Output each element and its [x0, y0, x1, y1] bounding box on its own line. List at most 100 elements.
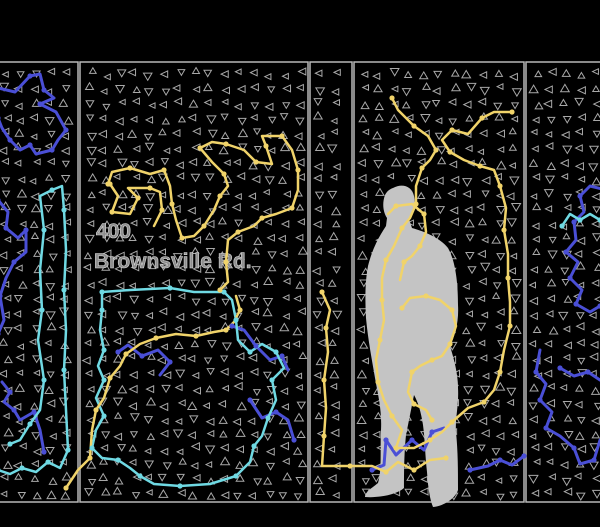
- perforation-triangle: [202, 158, 212, 166]
- perforation-triangle: [112, 353, 124, 363]
- perforation-triangle: [329, 297, 338, 305]
- perforation-triangle: [116, 69, 127, 78]
- perforation-triangle: [531, 116, 540, 124]
- route-node: [237, 307, 243, 313]
- perforation-triangle: [508, 72, 518, 82]
- perforation-triangle: [158, 402, 169, 412]
- perforation-triangle: [561, 477, 572, 487]
- route-node: [49, 147, 55, 153]
- perforation-triangle: [19, 220, 27, 228]
- route-node: [0, 116, 1, 120]
- perforation-triangle: [560, 443, 570, 452]
- perforation-triangle: [83, 488, 94, 497]
- perforation-triangle: [282, 266, 293, 275]
- perforation-triangle: [172, 253, 183, 262]
- route-node: [577, 217, 583, 223]
- perforation-triangle: [466, 432, 475, 441]
- perforation-triangle: [130, 312, 140, 321]
- perforation-triangle: [112, 292, 122, 301]
- perforation-triangle: [236, 401, 248, 411]
- perforation-triangle: [491, 291, 501, 299]
- route-node: [0, 293, 3, 299]
- perforation-triangle: [111, 370, 121, 379]
- perforation-triangle: [85, 100, 95, 109]
- perforation-triangle: [237, 117, 247, 126]
- perforation-triangle: [293, 412, 305, 422]
- perforation-triangle: [356, 158, 366, 168]
- perforation-triangle: [192, 236, 202, 244]
- perforation-triangle: [481, 176, 491, 185]
- perforation-triangle: [311, 266, 321, 276]
- route-node: [383, 437, 389, 443]
- perforation-triangle: [374, 101, 385, 111]
- perforation-triangle: [175, 161, 184, 170]
- perforation-triangle: [98, 472, 109, 482]
- perforation-triangle: [161, 279, 170, 288]
- perforation-triangle: [511, 88, 523, 98]
- perforation-triangle: [15, 353, 25, 362]
- perforation-triangle: [12, 402, 22, 411]
- perforation-triangle: [117, 384, 128, 394]
- perforation-triangle: [494, 323, 503, 331]
- perforation-triangle: [356, 415, 367, 425]
- perforation-triangle: [142, 204, 154, 214]
- route-node: [109, 209, 115, 215]
- route-node: [591, 457, 597, 463]
- perforation-triangle: [317, 132, 325, 140]
- perforation-triangle: [157, 473, 167, 482]
- perforation-triangle: [559, 383, 568, 392]
- perforation-triangle: [548, 473, 556, 481]
- perforation-triangle: [132, 328, 143, 337]
- perforation-triangle: [317, 338, 326, 347]
- perforation-triangle: [330, 326, 340, 336]
- perforation-triangle: [30, 474, 40, 482]
- route-node: [597, 217, 600, 223]
- perforation-triangle: [547, 67, 557, 77]
- perforation-triangle: [312, 311, 322, 320]
- perforation-triangle: [531, 145, 539, 153]
- perforation-triangle: [546, 278, 557, 287]
- perforation-triangle: [147, 282, 155, 290]
- perforation-triangle: [0, 100, 10, 108]
- perforation-triangle: [559, 83, 571, 93]
- perforation-triangle: [145, 311, 154, 320]
- perforation-triangle: [236, 84, 246, 94]
- perforation-triangle: [496, 493, 505, 502]
- perforation-triangle: [358, 217, 368, 227]
- perforation-triangle: [531, 222, 540, 230]
- perforation-triangle: [544, 175, 556, 185]
- perforation-triangle: [190, 279, 201, 289]
- perforation-triangle: [235, 445, 244, 454]
- perforation-triangle: [361, 478, 371, 486]
- perforation-triangle: [144, 460, 155, 469]
- perforation-triangle: [235, 352, 245, 361]
- perforation-triangle: [295, 157, 305, 167]
- perforation-triangle: [505, 192, 515, 201]
- perforation-triangle: [114, 132, 124, 141]
- perforation-triangle: [528, 340, 537, 348]
- perforation-triangle: [187, 113, 197, 122]
- route-node: [393, 203, 399, 209]
- perforation-triangle: [506, 369, 516, 379]
- perforation-triangle: [279, 368, 291, 378]
- perforation-triangle: [204, 445, 216, 455]
- perforation-triangle: [531, 489, 540, 497]
- perforation-triangle: [577, 113, 586, 122]
- perforation-triangle: [218, 313, 227, 321]
- perforation-triangle: [263, 276, 274, 285]
- perforation-triangle: [432, 190, 442, 199]
- perforation-triangle: [159, 263, 168, 271]
- route-node: [497, 183, 503, 189]
- route-node: [399, 305, 405, 311]
- perforation-triangle: [562, 401, 573, 410]
- route-node: [223, 327, 229, 333]
- perforation-triangle: [88, 66, 98, 74]
- perforation-triangle: [506, 218, 518, 228]
- perforation-triangle: [144, 341, 152, 349]
- perforation-triangle: [1, 157, 9, 165]
- perforation-triangle: [205, 232, 214, 240]
- route-node: [323, 325, 329, 331]
- perforation-triangle: [148, 326, 156, 334]
- perforation-triangle: [492, 282, 502, 290]
- perforation-triangle: [279, 249, 288, 258]
